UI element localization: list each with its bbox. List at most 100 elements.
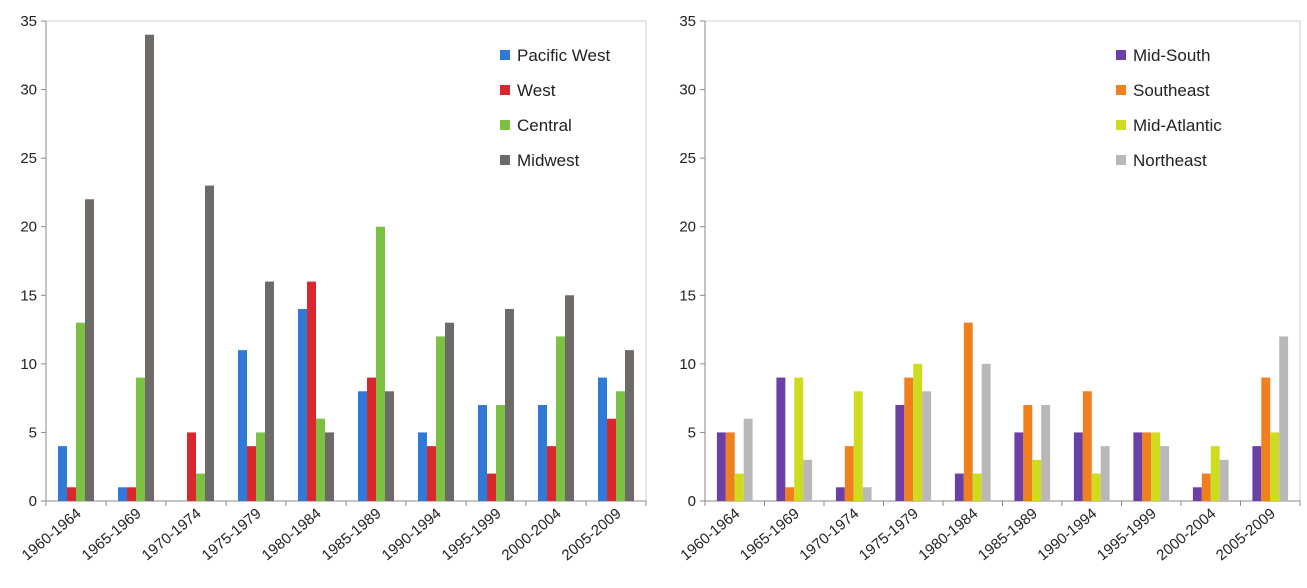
x-tick-label: 2000-2004 bbox=[499, 505, 565, 564]
legend-swatch bbox=[500, 120, 510, 130]
legend-swatch bbox=[500, 155, 510, 165]
y-tick-label: 15 bbox=[20, 287, 37, 304]
bar-central-1965-1969 bbox=[136, 377, 145, 501]
legend-swatch bbox=[1116, 155, 1126, 165]
legend-swatch bbox=[1116, 120, 1126, 130]
bar-central-1975-1979 bbox=[256, 432, 265, 501]
bar-central-2005-2009 bbox=[616, 391, 625, 501]
legend-label: Northeast bbox=[1133, 151, 1207, 170]
bar-midwest-1980-1984 bbox=[325, 432, 334, 501]
bar-midwest-2005-2009 bbox=[625, 350, 634, 501]
bar-northeast-1960-1964 bbox=[743, 418, 753, 501]
y-tick-label: 20 bbox=[679, 219, 696, 236]
y-tick-label: 35 bbox=[20, 13, 37, 30]
y-tick-label: 10 bbox=[679, 356, 696, 373]
x-tick-label: 1970-1974 bbox=[139, 505, 205, 564]
bar-southeast-1990-1994 bbox=[1082, 391, 1092, 501]
bar-west-1965-1969 bbox=[127, 487, 136, 501]
bar-northeast-1970-1974 bbox=[862, 487, 872, 501]
x-tick-label: 1965-1969 bbox=[79, 505, 145, 564]
bar-west-1995-1999 bbox=[487, 473, 496, 501]
x-tick-label: 1960-1964 bbox=[677, 505, 743, 564]
bar-mid-atlantic-1990-1994 bbox=[1091, 473, 1101, 501]
x-tick-label: 1960-1964 bbox=[19, 505, 85, 564]
legend-label: Southeast bbox=[1133, 81, 1210, 100]
y-tick-label: 0 bbox=[29, 493, 37, 510]
bar-central-1985-1989 bbox=[376, 226, 385, 501]
x-tick-label: 1980-1984 bbox=[259, 505, 325, 564]
bar-northeast-2005-2009 bbox=[1279, 336, 1289, 501]
bar-central-1980-1984 bbox=[316, 418, 325, 501]
bar-central-1995-1999 bbox=[496, 405, 505, 501]
bar-mid-atlantic-2000-2004 bbox=[1210, 446, 1220, 501]
bar-northeast-1995-1999 bbox=[1160, 446, 1170, 501]
y-tick-label: 25 bbox=[20, 150, 37, 167]
x-tick-label: 1990-1994 bbox=[379, 505, 445, 564]
bar-pacific-west-2000-2004 bbox=[538, 405, 547, 501]
bar-northeast-1990-1994 bbox=[1100, 446, 1110, 501]
x-tick-label: 2000-2004 bbox=[1153, 505, 1219, 564]
y-tick-label: 20 bbox=[20, 219, 37, 236]
bar-pacific-west-1995-1999 bbox=[478, 405, 487, 501]
bar-mid-south-1975-1979 bbox=[895, 405, 905, 501]
bar-northeast-1975-1979 bbox=[922, 391, 932, 501]
bar-mid-south-1980-1984 bbox=[954, 473, 964, 501]
x-tick-label: 1995-1999 bbox=[1094, 505, 1160, 564]
bar-northeast-2000-2004 bbox=[1219, 459, 1229, 501]
bar-mid-south-2005-2009 bbox=[1252, 446, 1262, 501]
bar-mid-south-1965-1969 bbox=[776, 377, 786, 501]
x-tick-label: 2005-2009 bbox=[1213, 505, 1279, 564]
bar-southeast-1995-1999 bbox=[1142, 432, 1152, 501]
y-tick-label: 15 bbox=[679, 287, 696, 304]
y-tick-label: 35 bbox=[679, 13, 696, 30]
bar-pacific-west-2005-2009 bbox=[598, 377, 607, 501]
bar-mid-south-2000-2004 bbox=[1192, 487, 1202, 501]
bar-pacific-west-1960-1964 bbox=[58, 446, 67, 501]
bar-central-1960-1964 bbox=[76, 322, 85, 501]
bar-mid-south-1990-1994 bbox=[1073, 432, 1083, 501]
legend-swatch bbox=[1116, 50, 1126, 60]
bar-west-1990-1994 bbox=[427, 446, 436, 501]
bar-midwest-1975-1979 bbox=[265, 281, 274, 501]
bar-mid-south-1985-1989 bbox=[1014, 432, 1024, 501]
y-tick-label: 5 bbox=[29, 424, 37, 441]
y-tick-label: 25 bbox=[679, 150, 696, 167]
bar-west-1960-1964 bbox=[67, 487, 76, 501]
legend-label: Midwest bbox=[517, 151, 580, 170]
x-tick-label: 1995-1999 bbox=[439, 505, 505, 564]
bar-central-2000-2004 bbox=[556, 336, 565, 501]
y-tick-label: 0 bbox=[688, 493, 696, 510]
bar-midwest-1990-1994 bbox=[445, 322, 454, 501]
bar-west-1975-1979 bbox=[247, 446, 256, 501]
bar-midwest-1970-1974 bbox=[205, 185, 214, 502]
bar-southeast-1980-1984 bbox=[963, 322, 973, 501]
bar-midwest-1965-1969 bbox=[145, 34, 154, 501]
bar-midwest-2000-2004 bbox=[565, 295, 574, 501]
y-tick-label: 30 bbox=[20, 82, 37, 99]
bar-southeast-1975-1979 bbox=[904, 377, 914, 501]
legend-swatch bbox=[500, 85, 510, 95]
left-bar-chart: 0 5 10 15 20 25 30 35 1960-19641965-19691970-197… bbox=[19, 13, 647, 564]
legend-label: Central bbox=[517, 116, 572, 135]
bar-mid-atlantic-1980-1984 bbox=[972, 473, 982, 501]
bar-northeast-1965-1969 bbox=[803, 459, 813, 501]
bar-mid-south-1960-1964 bbox=[716, 432, 726, 501]
legend-label: Mid-Atlantic bbox=[1133, 116, 1222, 135]
bar-west-2005-2009 bbox=[607, 418, 616, 501]
bar-west-1980-1984 bbox=[307, 281, 316, 501]
bar-west-2000-2004 bbox=[547, 446, 556, 501]
x-tick-label: 2005-2009 bbox=[559, 505, 625, 564]
x-tick-label: 1990-1994 bbox=[1034, 505, 1100, 564]
y-tick-label: 5 bbox=[688, 424, 696, 441]
bar-southeast-1960-1964 bbox=[725, 432, 735, 501]
bar-southeast-1985-1989 bbox=[1023, 405, 1033, 501]
x-tick-label: 1980-1984 bbox=[915, 505, 981, 564]
legend-swatch bbox=[500, 50, 510, 60]
bar-southeast-2005-2009 bbox=[1261, 377, 1271, 501]
x-tick-label: 1985-1989 bbox=[319, 505, 385, 564]
x-tick-label: 1975-1979 bbox=[199, 505, 265, 564]
bar-mid-atlantic-1985-1989 bbox=[1032, 459, 1042, 501]
bar-mid-atlantic-1970-1974 bbox=[853, 391, 863, 501]
legend-swatch bbox=[1116, 85, 1126, 95]
